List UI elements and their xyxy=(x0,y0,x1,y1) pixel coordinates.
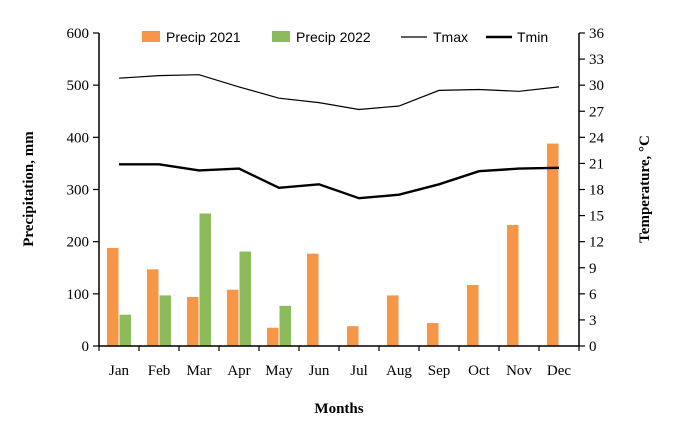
x-tick-label-apr: Apr xyxy=(227,363,250,379)
x-tick-label-oct: Oct xyxy=(468,363,490,379)
bar-precip-2021-mar xyxy=(187,296,199,346)
x-tick-label-jul: Jul xyxy=(350,363,368,379)
x-axis-title: Months xyxy=(314,401,363,417)
left-tick-label: 600 xyxy=(67,26,90,42)
x-tick-label-aug: Aug xyxy=(386,363,412,379)
bar-precip-2022-jan xyxy=(119,314,131,346)
bar-precip-2021-apr xyxy=(227,289,239,346)
bar-precip-2022-mar xyxy=(199,213,211,346)
precip-2022-bars xyxy=(119,213,291,346)
right-tick-label: 15 xyxy=(589,209,604,225)
left-axis-ticks: 0 100 200 300 400 500 600 xyxy=(67,26,99,355)
bar-precip-2021-may xyxy=(267,327,279,346)
x-tick-label-sep: Sep xyxy=(428,363,451,379)
bar-precip-2021-jul xyxy=(347,326,359,346)
bar-precip-2021-feb xyxy=(147,269,159,346)
bar-precip-2021-jun xyxy=(307,253,319,346)
right-tick-label: 0 xyxy=(589,339,597,355)
y-axis-title: Precipitation, mm xyxy=(21,131,37,247)
right-tick-label: 33 xyxy=(589,52,604,68)
x-tick-label-nov: Nov xyxy=(506,363,532,379)
tmin-line xyxy=(119,163,560,200)
legend-label-tmin: Tmin xyxy=(517,29,548,45)
bar-precip-2021-aug xyxy=(387,295,399,346)
bar-precip-2021-jan xyxy=(107,247,119,346)
left-tick-label: 400 xyxy=(67,130,90,146)
right-tick-label: 3 xyxy=(589,313,597,329)
legend-label-precip-2021: Precip 2021 xyxy=(166,29,241,45)
right-tick-label: 30 xyxy=(589,78,604,94)
bar-precip-2021-oct xyxy=(467,284,479,346)
right-tick-label: 18 xyxy=(589,183,604,199)
right-tick-label: 9 xyxy=(589,261,597,277)
bar-precip-2021-dec xyxy=(547,143,559,346)
bar-precip-2021-nov xyxy=(507,224,519,346)
bar-precip-2022-apr xyxy=(239,251,251,346)
left-tick-label: 200 xyxy=(67,235,90,251)
x-tick-label-may: May xyxy=(265,363,293,379)
bar-precip-2021-sep xyxy=(427,323,439,346)
legend-swatch-precip-2022 xyxy=(272,31,290,42)
bar-precip-2022-may xyxy=(279,305,291,346)
tmax-line xyxy=(118,74,560,111)
right-tick-label: 24 xyxy=(589,130,605,146)
right-tick-label: 12 xyxy=(589,235,604,251)
right-tick-label: 21 xyxy=(589,156,604,172)
precip-2021-bars xyxy=(107,143,559,346)
x-tick-label-dec: Dec xyxy=(547,363,571,379)
left-tick-label: 500 xyxy=(67,78,90,94)
left-tick-label: 100 xyxy=(67,287,90,303)
left-tick-label: 0 xyxy=(82,339,90,355)
right-tick-label: 36 xyxy=(589,26,605,42)
bar-precip-2022-feb xyxy=(159,295,171,346)
left-tick-label: 300 xyxy=(67,183,90,199)
x-tick-label-feb: Feb xyxy=(148,363,171,379)
legend: Precip 2021 Precip 2022 Tmax Tmin xyxy=(142,29,548,45)
x-tick-label-mar: Mar xyxy=(187,363,212,379)
legend-label-precip-2022: Precip 2022 xyxy=(296,29,371,45)
x-tick-label-jun: Jun xyxy=(309,363,330,379)
x-axis-ticks: Jan Feb Mar Apr May Jun Jul Aug Sep Oct Nov Dec xyxy=(98,346,580,379)
legend-label-tmax: Tmax xyxy=(433,29,468,45)
legend-swatch-precip-2021 xyxy=(142,31,160,42)
y2-axis-title: Temperature, °C xyxy=(637,135,653,243)
right-tick-label: 27 xyxy=(589,104,605,120)
x-tick-label-jan: Jan xyxy=(109,363,129,379)
right-tick-label: 6 xyxy=(589,287,597,303)
